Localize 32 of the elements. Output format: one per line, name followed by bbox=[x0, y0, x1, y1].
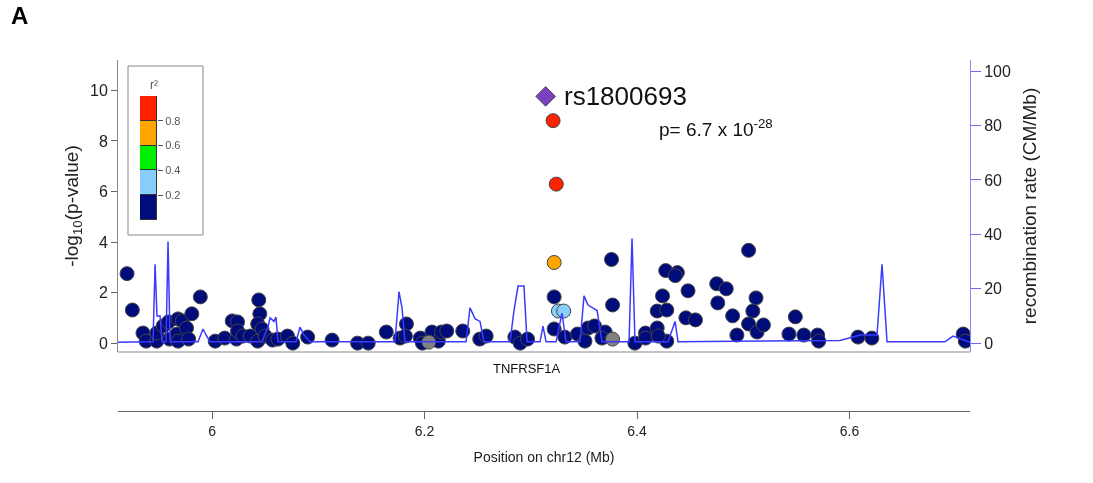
x-tick-label: 6.4 bbox=[627, 422, 647, 439]
text: TNFRSF1A bbox=[493, 361, 561, 376]
y-tick-label: 0.8 bbox=[165, 114, 181, 127]
y-tick-label: 4 bbox=[98, 233, 108, 251]
annotation: rs1800693 bbox=[564, 81, 687, 111]
y2-tick-label: 100 bbox=[984, 62, 1011, 80]
y2-axis-title: recombination rate (CM/Mb) bbox=[1018, 87, 1040, 325]
y-tick-label: 0.4 bbox=[165, 164, 181, 177]
y2-tick-label: 20 bbox=[984, 280, 1003, 298]
x-tick-label: 6.2 bbox=[414, 422, 435, 439]
point bbox=[535, 86, 556, 107]
y-tick-label: 0 bbox=[98, 334, 108, 352]
chart-title: r² bbox=[150, 78, 158, 92]
point bbox=[546, 255, 562, 270]
point bbox=[548, 176, 564, 192]
annotation: p= 6.7 x 10$^{-28}$ bbox=[659, 116, 773, 140]
y2-tick-label: 0 bbox=[984, 334, 994, 352]
chart-title: A bbox=[10, 2, 29, 30]
x-tick-label: 6.6 bbox=[839, 422, 860, 439]
y2-tick-label: 80 bbox=[984, 117, 1003, 135]
y-tick-label: 0.2 bbox=[165, 189, 181, 202]
y2-tick-label: 40 bbox=[984, 225, 1003, 243]
y-tick-label: 8 bbox=[98, 132, 108, 150]
point bbox=[545, 113, 561, 129]
x-axis-title: Position on chr12 (Mb) bbox=[473, 449, 615, 466]
y2-tick-label: 60 bbox=[984, 171, 1003, 189]
point bbox=[556, 303, 572, 319]
x-tick-label: 6 bbox=[208, 422, 217, 439]
y-tick-label: 10 bbox=[90, 81, 108, 99]
y-tick-label: 0.6 bbox=[165, 139, 181, 152]
y-tick-label: 2 bbox=[98, 284, 108, 302]
y-tick-label: 6 bbox=[98, 183, 108, 201]
